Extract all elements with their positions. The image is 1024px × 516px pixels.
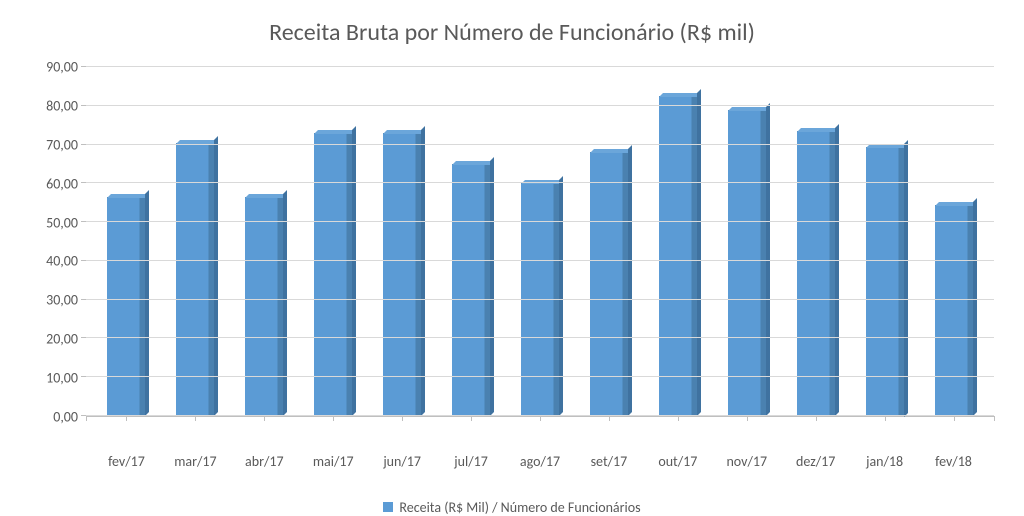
x-axis-label: abr/17	[230, 453, 299, 470]
y-tick-label: 80,00	[46, 97, 78, 114]
gridline	[86, 182, 994, 183]
bar	[107, 197, 145, 416]
x-tick-mark	[609, 416, 610, 421]
x-axis-label: jul/17	[437, 453, 506, 470]
gridline	[86, 337, 994, 338]
x-axis-label: jan/18	[850, 453, 919, 470]
y-tick-label: 10,00	[46, 370, 78, 387]
x-axis-label: fev/17	[92, 453, 161, 470]
y-axis: 0,0010,0020,0030,0040,0050,0060,0070,008…	[30, 67, 86, 417]
bar	[452, 164, 490, 416]
x-axis-label: ago/17	[506, 453, 575, 470]
x-tick-mark	[954, 416, 955, 421]
x-tick-mark	[885, 416, 886, 421]
x-tick-mark	[333, 416, 334, 421]
y-tick-label: 0,00	[53, 409, 78, 426]
x-tick-mark	[678, 416, 679, 421]
x-tick-mark	[126, 416, 127, 421]
y-tick-label: 70,00	[46, 136, 78, 153]
y-tick-mark	[81, 337, 86, 338]
bar	[245, 197, 283, 416]
x-axis-label: set/17	[574, 453, 643, 470]
x-tick-mark	[747, 416, 748, 421]
bar	[176, 143, 214, 416]
x-axis-label: dez/17	[781, 453, 850, 470]
bar-column	[781, 67, 850, 416]
x-tick-mark	[195, 416, 196, 421]
x-axis-labels: fev/17mar/17abr/17mai/17jun/17jul/17ago/…	[86, 447, 994, 470]
bar-column	[643, 67, 712, 416]
y-tick-mark	[81, 66, 86, 67]
x-tick-mark	[540, 416, 541, 421]
x-axis-label: fev/18	[919, 453, 988, 470]
x-axis-label: nov/17	[712, 453, 781, 470]
bar-column	[161, 67, 230, 416]
bar-column	[850, 67, 919, 416]
gridline	[86, 144, 994, 145]
bars-area	[86, 67, 994, 417]
y-tick-mark	[81, 182, 86, 183]
y-tick-mark	[81, 105, 86, 106]
y-tick-label: 60,00	[46, 175, 78, 192]
bar-column	[437, 67, 506, 416]
bar	[935, 205, 973, 416]
x-tick-mark	[994, 416, 995, 421]
bar-column	[92, 67, 161, 416]
x-tick-mark	[816, 416, 817, 421]
gridline	[86, 105, 994, 106]
gridline	[86, 66, 994, 67]
bar-column	[299, 67, 368, 416]
gridline	[86, 376, 994, 377]
y-tick-mark	[81, 144, 86, 145]
gridline	[86, 260, 994, 261]
bar	[383, 133, 421, 416]
bar-column	[919, 67, 988, 416]
y-tick-label: 40,00	[46, 253, 78, 270]
bar-column	[574, 67, 643, 416]
bar-column	[368, 67, 437, 416]
x-axis-label: mar/17	[161, 453, 230, 470]
x-tick-mark	[86, 416, 87, 421]
y-tick-label: 20,00	[46, 331, 78, 348]
y-tick-mark	[81, 299, 86, 300]
x-tick-mark	[264, 416, 265, 421]
bar	[314, 133, 352, 416]
plot-area: 0,00 10,00 20,00 30,00 40,00 50,00 60,00 70,00 8…	[30, 67, 994, 447]
x-axis-label: out/17	[643, 453, 712, 470]
y-tick-mark	[81, 260, 86, 261]
y-tick-label: 50,00	[46, 214, 78, 231]
gridline	[86, 299, 994, 300]
y-tick-mark	[81, 376, 86, 377]
legend-label: Receita (R$ Mil) / Número de Funcionário…	[399, 499, 640, 516]
x-tick-mark	[402, 416, 403, 421]
x-axis-label: mai/17	[299, 453, 368, 470]
y-tick-mark	[81, 221, 86, 222]
legend-swatch-icon	[383, 502, 393, 512]
y-tick-label: 30,00	[46, 292, 78, 309]
bar-column	[230, 67, 299, 416]
bar-column	[506, 67, 575, 416]
gridline	[86, 415, 994, 416]
chart-legend: Receita (R$ Mil) / Número de Funcionário…	[30, 498, 994, 516]
revenue-per-employee-chart: Receita Bruta por Número de Funcionário …	[0, 0, 1024, 514]
x-tick-mark	[471, 416, 472, 421]
y-tick-label: 90,00	[46, 59, 78, 76]
x-axis-label: jun/17	[368, 453, 437, 470]
bar	[797, 131, 835, 416]
bar	[521, 183, 559, 416]
bar-column	[712, 67, 781, 416]
gridline	[86, 221, 994, 222]
chart-title: Receita Bruta por Número de Funcionário …	[30, 18, 994, 47]
bar	[728, 110, 766, 416]
